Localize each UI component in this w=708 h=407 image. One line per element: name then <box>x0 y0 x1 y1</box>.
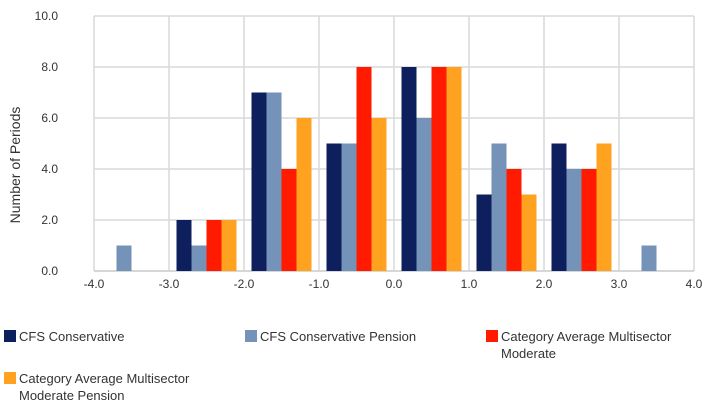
x-tick-label: -1.0 <box>309 277 330 291</box>
legend-item-cfs-conservative-pension: CFS Conservative Pension <box>245 328 416 345</box>
bar <box>416 118 432 271</box>
bar <box>191 245 207 271</box>
x-tick-label: 3.0 <box>611 277 628 291</box>
y-tick-label: 0.0 <box>41 264 58 278</box>
bar <box>281 169 297 271</box>
legend-label-line: CFS Conservative <box>19 329 125 344</box>
legend-swatch <box>486 330 498 342</box>
legend-swatch <box>4 330 16 342</box>
x-tick-labels: -4.0 -3.0 -2.0 -1.0 0.0 1.0 2.0 3.0 4.0 <box>84 277 703 291</box>
legend-label-line: Moderate Pension <box>19 388 125 403</box>
bar <box>596 143 612 271</box>
legend-label-line: CFS Conservative Pension <box>260 329 417 344</box>
bar <box>251 92 267 271</box>
bar <box>176 220 192 271</box>
legend-label: Category Average Multisector Moderate <box>501 328 671 362</box>
legend-label-line: Moderate <box>501 346 556 361</box>
bar <box>551 143 567 271</box>
x-tick-label: -3.0 <box>159 277 180 291</box>
bar <box>356 67 372 271</box>
bar <box>401 67 417 271</box>
bar <box>221 220 237 271</box>
histogram-chart: 0.0 2.0 4.0 6.0 8.0 10.0 -4.0 -3.0 -2.0 -1.0 0.0 1… <box>7 9 703 291</box>
bar <box>581 169 597 271</box>
bar <box>116 245 132 271</box>
y-tick-label: 8.0 <box>41 60 58 74</box>
legend-swatch <box>4 372 16 384</box>
x-tick-label: 2.0 <box>536 277 553 291</box>
bar <box>446 67 462 271</box>
bar <box>476 194 492 271</box>
legend-item-cfs-conservative: CFS Conservative <box>4 328 124 345</box>
x-tick-label: -2.0 <box>234 277 255 291</box>
bar <box>341 143 357 271</box>
legend: CFS Conservative CFS Conservative Pensio… <box>0 320 708 407</box>
legend-label: CFS Conservative <box>19 328 124 345</box>
legend-label: Category Average Multisector Moderate Pe… <box>19 370 189 404</box>
x-tick-label: 4.0 <box>686 277 703 291</box>
bar <box>371 118 387 271</box>
bar <box>326 143 342 271</box>
legend-label: CFS Conservative Pension <box>260 328 416 345</box>
bar <box>491 143 507 271</box>
legend-label-line: Category Average Multisector <box>501 329 672 344</box>
y-tick-label: 4.0 <box>41 162 58 176</box>
x-tick-label: -4.0 <box>84 277 105 291</box>
legend-swatch <box>245 330 257 342</box>
gridlines <box>93 15 695 272</box>
bar <box>206 220 222 271</box>
bar <box>566 169 582 271</box>
y-tick-label: 6.0 <box>41 111 58 125</box>
x-tick-label: 1.0 <box>461 277 478 291</box>
legend-item-category-average-moderate: Category Average Multisector Moderate <box>486 328 671 362</box>
bar <box>521 194 537 271</box>
legend-label-line: Category Average Multisector <box>19 371 190 386</box>
bar <box>641 245 657 271</box>
legend-item-category-average-moderate-pension: Category Average Multisector Moderate Pe… <box>4 370 189 404</box>
x-tick-label: 0.0 <box>386 277 403 291</box>
bar <box>506 169 522 271</box>
bars <box>116 67 657 271</box>
bar <box>296 118 312 271</box>
bar <box>266 92 282 271</box>
bar <box>431 67 447 271</box>
y-tick-label: 10.0 <box>35 9 59 23</box>
y-tick-labels: 0.0 2.0 4.0 6.0 8.0 10.0 <box>35 9 59 278</box>
y-axis-label: Number of Periods <box>7 107 23 224</box>
y-tick-label: 2.0 <box>41 213 58 227</box>
